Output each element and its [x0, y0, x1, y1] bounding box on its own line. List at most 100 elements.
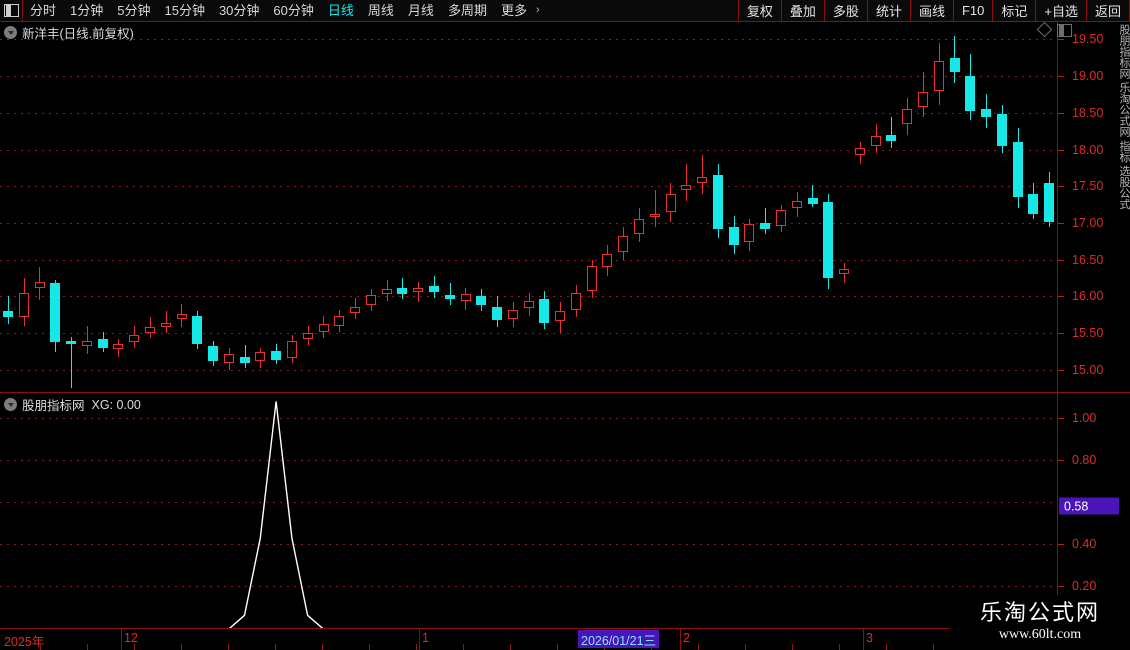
gridline: [0, 502, 1057, 504]
date-tick: [275, 644, 276, 650]
date-tick: [463, 644, 464, 650]
tab-fenshi[interactable]: 分时: [30, 3, 57, 18]
axis-tick: [1058, 39, 1064, 41]
tab-daily[interactable]: 日线: [327, 3, 354, 18]
indicator-tick-label: 0.20: [1072, 579, 1097, 594]
button-add-favorite[interactable]: +自选: [1035, 0, 1086, 21]
panel-layout-icon[interactable]: [0, 0, 23, 21]
side-vertical-text: 股朋指标网 乐淘公式网 指标 选股公式: [1118, 24, 1130, 210]
tab-60min[interactable]: 60分钟: [273, 3, 314, 18]
toolbar-actions: 复权 叠加 多股 统计 画线 F10 标记 +自选 返回: [737, 0, 1130, 21]
diamond-icon[interactable]: [1036, 21, 1053, 38]
gridline: [0, 544, 1057, 546]
chevron-down-icon[interactable]: [4, 26, 17, 39]
button-duogu[interactable]: 多股: [823, 0, 867, 21]
date-tick: [369, 644, 370, 650]
price-tick-label: 18.00: [1072, 142, 1104, 157]
date-tick: [557, 644, 558, 650]
date-divider: [680, 629, 681, 650]
tab-more[interactable]: 更多: [500, 3, 527, 18]
button-return[interactable]: 返回: [1085, 0, 1130, 21]
button-huaxian[interactable]: 画线: [909, 0, 953, 21]
gridline: [0, 223, 1057, 225]
tab-weekly[interactable]: 周线: [367, 3, 394, 18]
indicator-tick-label: 0.40: [1072, 537, 1097, 552]
tab-monthly[interactable]: 月线: [407, 3, 434, 18]
selected-date-badge: 2026/01/21三: [578, 630, 660, 648]
indicator-tick-label: 1.00: [1072, 411, 1097, 426]
axis-tick: [1058, 186, 1064, 188]
axis-tick: [1058, 460, 1064, 462]
price-pane-header: 新洋丰(日线.前复权): [4, 23, 134, 42]
price-tick-label: 15.00: [1072, 362, 1104, 377]
date-tick: [886, 644, 887, 650]
date-tick: [87, 644, 88, 650]
axis-tick: [1058, 296, 1064, 298]
button-biaoji[interactable]: 标记: [992, 0, 1035, 21]
button-diejia[interactable]: 叠加: [780, 0, 824, 21]
gridline: [0, 418, 1057, 420]
date-tick-label: 3: [866, 631, 873, 645]
button-f10[interactable]: F10: [952, 0, 992, 21]
date-tick: [839, 644, 840, 650]
gridline: [0, 112, 1057, 114]
date-divider: [419, 629, 420, 650]
axis-tick: [1058, 586, 1064, 588]
date-divider: [121, 629, 122, 650]
price-tick-label: 18.50: [1072, 105, 1104, 120]
tab-multi-period[interactable]: 多周期: [447, 3, 487, 18]
gridline: [0, 333, 1057, 335]
indicator-value: XG: 0.00: [91, 397, 141, 412]
price-pane: 新洋丰(日线.前复权) 15.00 15.50 16.00 16.50 17.00 17.…: [0, 21, 1130, 392]
tab-30min[interactable]: 30分钟: [218, 3, 260, 18]
axis-tick: [1058, 76, 1064, 78]
gridline: [0, 39, 1057, 41]
chevron-right-icon[interactable]: ›: [535, 4, 540, 16]
date-tick: [322, 644, 323, 650]
axis-tick: [1058, 369, 1064, 371]
price-tick-label: 16.00: [1072, 289, 1104, 304]
date-tick: [745, 644, 746, 650]
date-tick-label: 2: [683, 631, 690, 645]
indicator-line: [7, 401, 1050, 629]
button-tongji[interactable]: 统计: [866, 0, 910, 21]
candlestick-plot[interactable]: [0, 21, 1057, 392]
gridline: [0, 149, 1057, 151]
button-fuquan[interactable]: 复权: [737, 0, 781, 21]
date-tick: [698, 644, 699, 650]
tab-15min[interactable]: 15分钟: [164, 3, 205, 18]
indicator-plot[interactable]: [0, 393, 1057, 629]
date-tick: [792, 644, 793, 650]
date-axis[interactable]: 2025年 12 1 2 3 2026/01/21三: [0, 628, 1130, 650]
date-tick: [134, 644, 135, 650]
gridline: [0, 259, 1057, 261]
date-tick: [416, 644, 417, 650]
gridline: [0, 460, 1057, 462]
date-tick-label: 12: [124, 631, 138, 645]
watermark-title: 乐淘公式网: [979, 600, 1100, 626]
axis-tick: [1058, 333, 1064, 335]
chevron-down-icon[interactable]: [4, 398, 17, 411]
indicator-value-badge: 0.58: [1059, 497, 1119, 515]
price-tick-label: 19.50: [1072, 32, 1104, 47]
indicator-name: 股朋指标网: [22, 399, 85, 413]
axis-tick: [1058, 418, 1064, 420]
top-toolbar: 分时 1分钟 5分钟 15分钟 30分钟 60分钟 日线 周线 月线 多周期 更…: [0, 0, 1130, 22]
date-divider: [863, 629, 864, 650]
panel-layout-icon-corner[interactable]: [1057, 24, 1072, 37]
tab-5min[interactable]: 5分钟: [117, 3, 151, 18]
tab-1min[interactable]: 1分钟: [70, 3, 104, 18]
date-tick: [40, 644, 41, 650]
axis-tick: [1058, 544, 1064, 546]
indicator-pane: 股朋指标网 XG: 0.00 0.20 0.40 0.80 1.00 0.58: [0, 392, 1130, 629]
watermark-url: www.60lt.com: [998, 626, 1082, 642]
gridline: [0, 369, 1057, 371]
axis-tick: [1058, 149, 1064, 151]
price-tick-label: 17.50: [1072, 179, 1104, 194]
axis-tick: [1058, 223, 1064, 225]
indicator-axis: 0.20 0.40 0.80 1.00 0.58: [1057, 393, 1130, 629]
date-tick-label: 1: [422, 631, 429, 645]
axis-tick: [1058, 112, 1064, 114]
gridline: [0, 186, 1057, 188]
price-axis: 15.00 15.50 16.00 16.50 17.00 17.50 18.00 18.50…: [1057, 21, 1130, 392]
